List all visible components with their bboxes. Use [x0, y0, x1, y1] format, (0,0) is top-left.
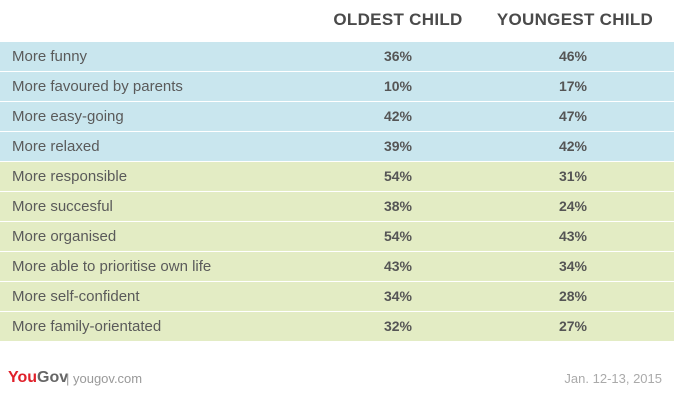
cell-value: 43%: [383, 258, 413, 274]
cell-value: 28%: [558, 288, 588, 304]
row-label: More able to prioritise own life: [12, 258, 212, 275]
site-link: | yougov.com: [66, 371, 143, 386]
table-row: More family-orientated 32% 27%: [0, 312, 674, 342]
row-label: More relaxed: [12, 138, 100, 155]
table-row: More favoured by parents 10% 17%: [0, 72, 674, 102]
table-row: More able to prioritise own life 43% 34%: [0, 252, 674, 282]
row-label: More funny: [12, 48, 88, 65]
row-label: More family-orientated: [12, 318, 162, 335]
table-row: More self-confident 34% 28%: [0, 282, 674, 312]
footer: YouGov | yougov.com Jan. 12-13, 2015: [0, 366, 674, 396]
cell-value: 27%: [558, 318, 588, 334]
column-header: YOUNGEST CHILD: [496, 10, 654, 29]
column-header: OLDEST CHILD: [333, 10, 463, 29]
cell-value: 24%: [558, 198, 588, 214]
table-row: More organised 54% 43%: [0, 222, 674, 252]
cell-value: 54%: [383, 168, 413, 184]
table-row: More relaxed 39% 42%: [0, 132, 674, 162]
cell-value: 42%: [558, 138, 588, 154]
row-label: More succesful: [12, 198, 113, 215]
cell-value: 54%: [383, 228, 413, 244]
cell-value: 31%: [558, 168, 588, 184]
table-row: More easy-going 42% 47%: [0, 102, 674, 132]
table-row: More funny 36% 46%: [0, 42, 674, 72]
cell-value: 42%: [383, 108, 413, 124]
table-body: More funny 36% 46% More favoured by parents…: [0, 42, 674, 342]
row-label: More organised: [12, 228, 117, 245]
table-row: More succesful 38% 24%: [0, 192, 674, 222]
logo: YouGov: [8, 369, 68, 387]
logo-gov: Gov: [37, 369, 69, 386]
date: Jan. 12-13, 2015: [564, 371, 662, 386]
cell-value: 34%: [558, 258, 588, 274]
row-label: More easy-going: [12, 108, 124, 125]
cell-value: 10%: [383, 78, 413, 94]
cell-value: 47%: [558, 108, 588, 124]
row-label: More responsible: [12, 168, 128, 185]
cell-value: 32%: [383, 318, 413, 334]
cell-value: 17%: [558, 78, 588, 94]
cell-value: 34%: [383, 288, 413, 304]
logo-you: You: [8, 369, 38, 386]
cell-value: 43%: [558, 228, 588, 244]
cell-value: 46%: [558, 48, 588, 64]
table-row: More responsible 54% 31%: [0, 162, 674, 192]
cell-value: 38%: [383, 198, 413, 214]
table-header: OLDEST CHILD YOUNGEST CHILD: [0, 0, 674, 40]
row-label: More self-confident: [12, 288, 140, 305]
cell-value: 36%: [383, 48, 413, 64]
row-label: More favoured by parents: [12, 78, 183, 95]
cell-value: 39%: [383, 138, 413, 154]
